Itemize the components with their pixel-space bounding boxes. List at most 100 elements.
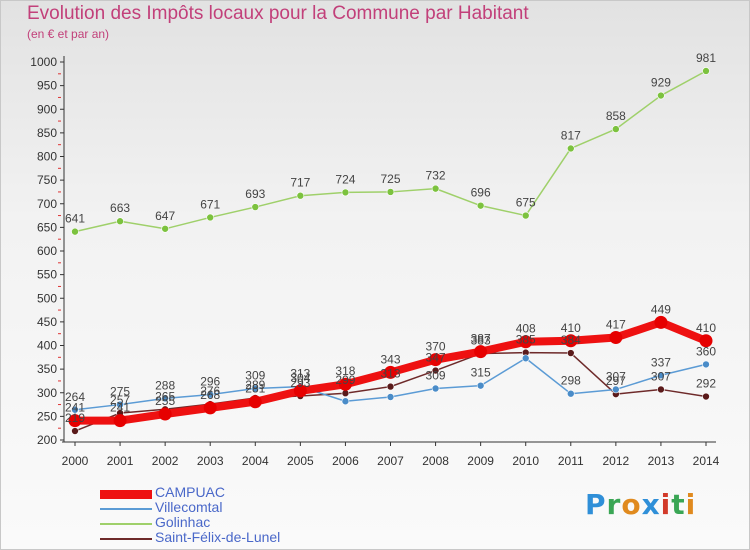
data-point-campuac — [654, 315, 668, 329]
data-label-golinhac: 696 — [471, 186, 491, 200]
x-tick-label: 2003 — [197, 454, 224, 468]
data-label-villecomtal: 275 — [110, 385, 130, 399]
y-tick-label: 900 — [37, 102, 57, 116]
data-point-saint-f-lix-de-lunel — [341, 389, 350, 398]
data-label-golinhac: 732 — [426, 169, 446, 183]
data-point-golinhac — [702, 67, 710, 75]
data-point-villecomtal — [431, 384, 440, 393]
data-label-golinhac: 929 — [651, 76, 671, 90]
data-label-saint-f-lix-de-lunel: 384 — [561, 333, 581, 347]
data-label-saint-f-lix-de-lunel: 292 — [696, 377, 716, 391]
data-label-villecomtal: 315 — [471, 366, 491, 380]
legend-swatch — [100, 523, 152, 525]
data-label-campuac: 318 — [335, 364, 355, 378]
data-point-villecomtal — [161, 394, 169, 403]
data-point-campuac — [384, 365, 397, 379]
y-tick-label: 600 — [37, 244, 57, 258]
x-tick-label: 2007 — [377, 454, 404, 468]
data-point-golinhac — [657, 91, 665, 100]
data-label-golinhac: 671 — [200, 197, 220, 211]
y-tick-label: 850 — [37, 126, 57, 140]
data-point-golinhac — [206, 213, 215, 222]
data-label-golinhac: 717 — [290, 176, 310, 190]
data-point-golinhac — [566, 144, 575, 153]
legend-label: CAMPUAC — [155, 484, 226, 500]
data-label-villecomtal: 296 — [200, 375, 220, 389]
data-point-golinhac — [476, 201, 485, 210]
data-label-villecomtal: 337 — [651, 355, 671, 369]
data-point-villecomtal — [657, 371, 665, 380]
y-tick-label: 400 — [37, 339, 57, 353]
data-point-campuac — [68, 414, 82, 428]
data-label-saint-f-lix-de-lunel: 347 — [426, 351, 446, 365]
data-label-saint-f-lix-de-lunel: 383 — [471, 334, 491, 348]
data-label-villecomtal: 313 — [290, 367, 310, 381]
data-label-villecomtal: 298 — [561, 374, 581, 388]
data-label-golinhac: 724 — [335, 172, 355, 186]
data-label-villecomtal: 309 — [245, 368, 265, 382]
data-label-villecomtal: 288 — [155, 378, 175, 392]
legend-label: Saint-Félix-de-Lunel — [155, 529, 281, 545]
data-label-campuac: 449 — [651, 302, 671, 316]
data-point-campuac — [293, 384, 307, 398]
data-label-golinhac: 647 — [155, 209, 175, 223]
data-point-villecomtal — [341, 397, 350, 406]
data-point-golinhac — [251, 203, 260, 211]
data-point-campuac — [564, 334, 578, 348]
x-tick-label: 2014 — [693, 454, 720, 468]
legend-label: Villecomtal — [155, 499, 223, 515]
data-point-villecomtal — [206, 390, 215, 399]
x-tick-label: 2002 — [152, 454, 179, 468]
data-point-villecomtal — [386, 393, 395, 401]
data-label-saint-f-lix-de-lunel: 265 — [155, 389, 175, 403]
data-point-saint-f-lix-de-lunel — [431, 366, 440, 375]
data-label-villecomtal: 309 — [426, 368, 446, 382]
data-label-golinhac: 663 — [110, 201, 130, 215]
data-label-campuac: 268 — [200, 388, 220, 402]
data-point-campuac — [609, 330, 623, 344]
y-tick-label: 550 — [37, 268, 57, 282]
proxiti-logo: Proxiti — [585, 488, 697, 521]
data-label-villecomtal: 264 — [65, 390, 85, 404]
chart-title: Evolution des Impôts locaux pour la Comm… — [27, 3, 529, 24]
data-label-campuac: 410 — [561, 321, 581, 335]
data-point-villecomtal — [566, 389, 575, 398]
data-point-campuac — [474, 345, 488, 359]
chart-subtitle: (en € et par an) — [27, 27, 110, 41]
data-point-golinhac — [296, 191, 305, 200]
x-tick-label: 2006 — [332, 454, 359, 468]
y-tick-label: 1000 — [30, 55, 57, 69]
data-label-golinhac: 981 — [696, 51, 716, 65]
data-label-saint-f-lix-de-lunel: 293 — [290, 376, 310, 390]
data-label-saint-f-lix-de-lunel: 276 — [200, 384, 220, 398]
data-label-campuac: 255 — [155, 394, 175, 408]
data-label-saint-f-lix-de-lunel: 257 — [110, 393, 130, 407]
data-point-campuac — [203, 401, 217, 415]
y-tick-label: 500 — [37, 291, 57, 305]
data-label-villecomtal: 307 — [606, 369, 626, 383]
x-tick-label: 2010 — [512, 454, 539, 468]
y-tick-label: 700 — [37, 197, 57, 211]
data-point-villecomtal — [702, 360, 710, 369]
data-point-golinhac — [431, 184, 440, 193]
data-label-villecomtal: 360 — [696, 344, 716, 358]
data-label-campuac: 281 — [245, 382, 265, 396]
data-label-campuac: 241 — [65, 401, 85, 415]
data-point-campuac — [248, 395, 262, 409]
x-tick-label: 2008 — [422, 454, 449, 468]
data-label-golinhac: 675 — [516, 196, 536, 210]
legend-swatch — [100, 489, 152, 499]
x-tick-label: 2013 — [648, 454, 675, 468]
data-label-saint-f-lix-de-lunel: 219 — [65, 411, 85, 425]
y-tick-label: 750 — [37, 173, 57, 187]
data-point-villecomtal — [612, 385, 620, 394]
y-tick-label: 250 — [37, 409, 57, 423]
y-tick-label: 950 — [37, 79, 57, 93]
data-label-campuac: 370 — [426, 340, 446, 354]
data-label-golinhac: 725 — [380, 172, 400, 186]
y-tick-label: 200 — [37, 433, 57, 447]
data-point-golinhac — [341, 188, 350, 197]
data-point-villecomtal — [116, 400, 124, 409]
data-label-golinhac: 817 — [561, 128, 581, 142]
